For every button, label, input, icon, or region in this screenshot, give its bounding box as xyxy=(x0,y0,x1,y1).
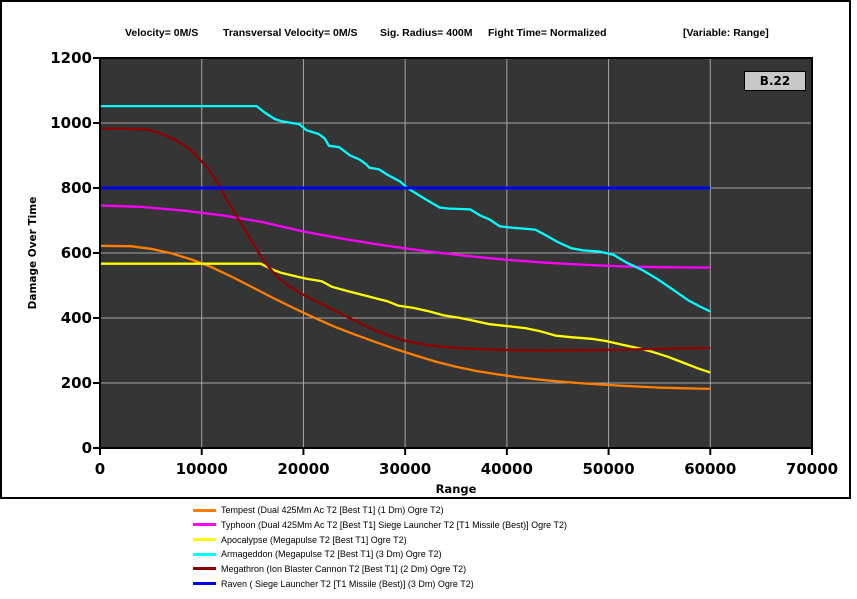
legend-label: Raven ( Siege Launcher T2 [T1 Missile (B… xyxy=(221,578,474,589)
chart-legend: Tempest (Dual 425Mm Ac T2 [Best T1] (1 D… xyxy=(193,503,567,591)
legend-label: Armageddon (Megapulse T2 [Best T1] (3 Dm… xyxy=(221,549,442,560)
legend-item-raven: Raven ( Siege Launcher T2 [T1 Missile (B… xyxy=(193,576,567,591)
header-velocity: Velocity= 0M/S xyxy=(125,27,199,39)
legend-label: Tempest (Dual 425Mm Ac T2 [Best T1] (1 D… xyxy=(221,505,444,516)
y-tick-label: 0 xyxy=(82,439,92,457)
x-tick-label: 10000 xyxy=(176,460,228,478)
apocalypse-line-swatch xyxy=(193,538,216,542)
typhoon-line-swatch xyxy=(193,523,216,527)
x-tick-label: 20000 xyxy=(277,460,329,478)
version-badge: B.22 xyxy=(744,71,806,91)
plot-border xyxy=(99,57,813,449)
legend-item-megathron: Megathron (Ion Blaster Cannon T2 [Best T… xyxy=(193,562,567,577)
megathron-line-swatch xyxy=(193,567,216,571)
y-axis-title: Damage Over Time xyxy=(27,196,39,310)
y-tick-label: 1000 xyxy=(50,114,92,132)
armageddon-line-swatch xyxy=(193,552,216,556)
y-tick-label: 1200 xyxy=(50,49,92,67)
x-tick-label: 60000 xyxy=(684,460,736,478)
header-fight-time: Fight Time= Normalized xyxy=(488,27,607,39)
legend-label: Apocalypse (Megapulse T2 [Best T1] Ogre … xyxy=(221,534,407,545)
header-variable: [Variable: Range] xyxy=(683,27,769,39)
y-tick-label: 200 xyxy=(61,374,92,392)
x-axis-title: Range xyxy=(435,482,477,496)
y-tick-label: 800 xyxy=(61,179,92,197)
series-line-typhoon xyxy=(99,204,711,269)
tempest-line-swatch xyxy=(193,508,216,512)
legend-label: Typhoon (Dual 425Mm Ac T2 [Best T1] Sieg… xyxy=(221,519,567,530)
legend-item-tempest: Tempest (Dual 425Mm Ac T2 [Best T1] (1 D… xyxy=(193,503,567,518)
x-tick-label: 70000 xyxy=(786,460,838,478)
x-tick-label: 30000 xyxy=(379,460,431,478)
series-line-tempest xyxy=(99,244,711,391)
y-tick-label: 400 xyxy=(61,309,92,327)
series-line-armageddon xyxy=(100,104,711,313)
y-tick-label: 600 xyxy=(61,244,92,262)
x-tick-label: 40000 xyxy=(481,460,533,478)
series-line-apocalypse xyxy=(100,262,711,374)
legend-item-apocalypse: Apocalypse (Megapulse T2 [Best T1] Ogre … xyxy=(193,532,567,547)
header-transversal: Transversal Velocity= 0M/S xyxy=(223,27,358,39)
raven-line-swatch xyxy=(193,582,216,586)
legend-item-armageddon: Armageddon (Megapulse T2 [Best T1] (3 Dm… xyxy=(193,547,567,562)
x-tick-label: 0 xyxy=(95,460,105,478)
series-line-megathron xyxy=(99,127,711,352)
legend-item-typhoon: Typhoon (Dual 425Mm Ac T2 [Best T1] Sieg… xyxy=(193,518,567,533)
header-sig-radius: Sig. Radius= 400M xyxy=(380,27,473,39)
legend-label: Megathron (Ion Blaster Cannon T2 [Best T… xyxy=(221,563,467,574)
x-tick-label: 50000 xyxy=(582,460,634,478)
